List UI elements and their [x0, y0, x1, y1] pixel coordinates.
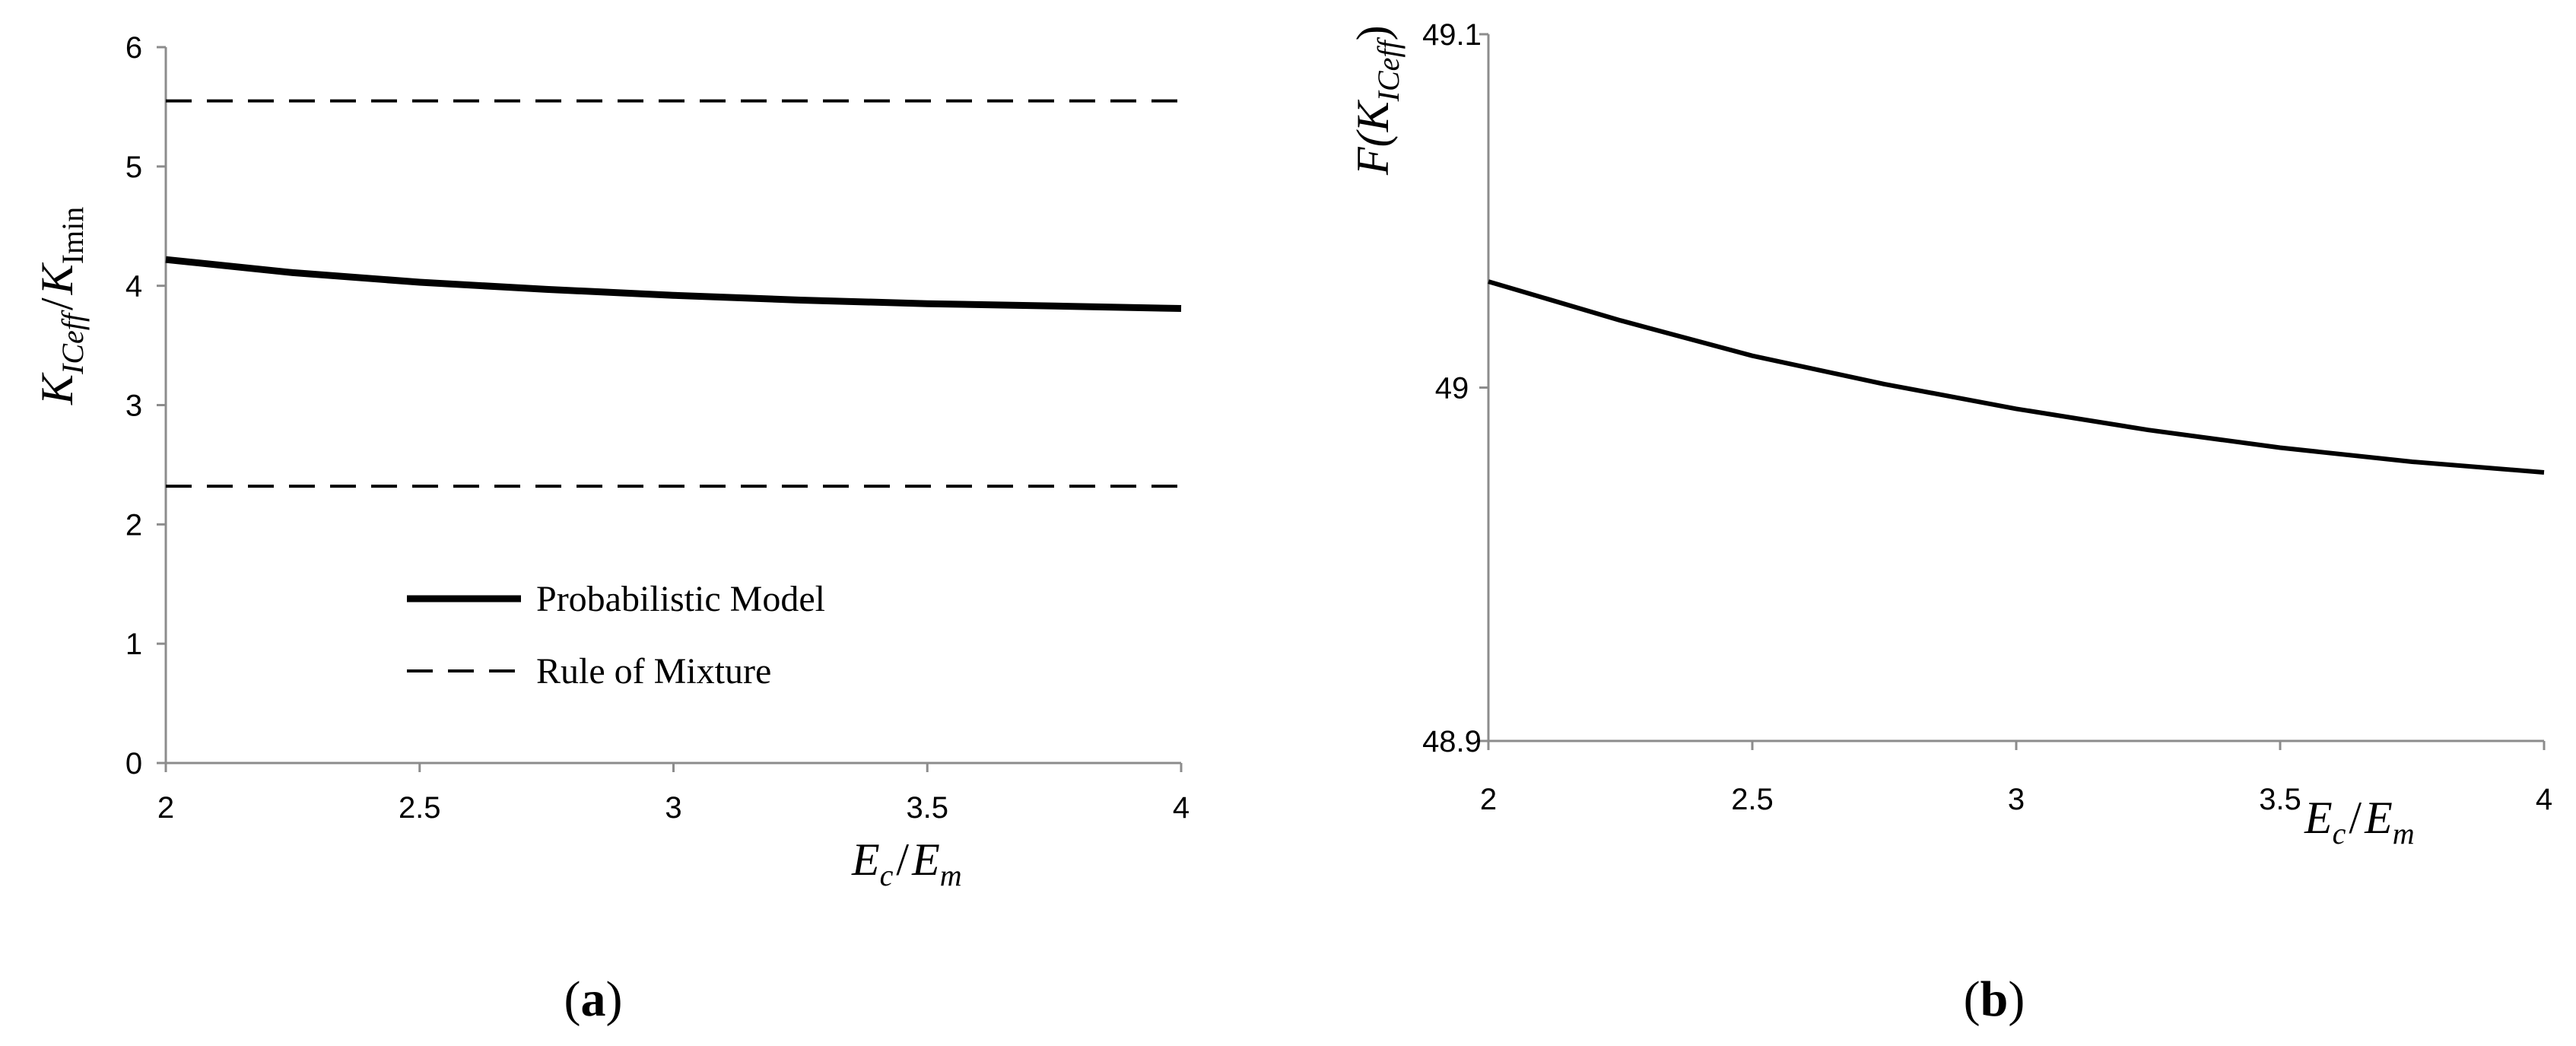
y-tick-label: 0 [125, 747, 142, 781]
y-label-sub: ICeff [56, 310, 90, 375]
y-tick-label: 5 [125, 151, 142, 184]
x-label-sub: c [2333, 816, 2346, 850]
x-axis-label: Ec/Em [2304, 793, 2415, 850]
x-tick-label: 3.5 [2259, 783, 2301, 816]
y-axis-label: KICeff/KImin [32, 207, 90, 405]
x-label-main2: E [911, 835, 940, 885]
y-label-sub: ICeff [1371, 37, 1406, 102]
x-label-main: E [851, 835, 880, 885]
series-line-solid [1488, 279, 2545, 475]
x-tick-label: 2 [1480, 783, 1497, 816]
x-tick-label: 3 [2008, 783, 2025, 816]
x-label-sub2: m [940, 858, 962, 892]
x-tick-label: 4 [1173, 791, 1190, 825]
panel-label-open: ( [1964, 971, 1980, 1027]
x-axis-label: Ec/Em [851, 835, 962, 892]
y-label-main: K [32, 372, 82, 405]
x-tick-label: 3 [665, 791, 681, 825]
legend-entry-label: Probabilistic Model [536, 579, 825, 619]
y-tick-label: 4 [125, 270, 142, 304]
y-tick-label: 6 [125, 31, 142, 65]
x-label-sep: / [2349, 793, 2362, 843]
y-tick-label: 48.9 [1422, 725, 1482, 758]
panel-label-close: ) [2008, 971, 2025, 1027]
y-label-sep: / [32, 297, 82, 310]
series-line-solid [165, 256, 1182, 312]
x-tick-label: 2.5 [399, 791, 441, 825]
panel-label: (a) [564, 971, 623, 1027]
x-label-sep: / [896, 835, 909, 885]
legend-entry-label: Rule of Mixture [536, 651, 771, 692]
y-tick-label: 49 [1435, 372, 1469, 405]
y-label-sub2: Imin [56, 207, 90, 265]
y-label-main: K [1348, 99, 1398, 132]
y-tick-label: 2 [125, 508, 142, 542]
x-label-main2: E [2364, 793, 2393, 843]
x-tick-label: 3.5 [906, 791, 948, 825]
legend: Probabilistic Model Rule of Mixture [407, 579, 825, 692]
x-label-sub: c [880, 858, 894, 892]
panel-label-open: ( [564, 971, 581, 1027]
panel-label-close: ) [606, 971, 623, 1027]
y-tick-label: 3 [125, 389, 142, 423]
panel-label-letter: b [1980, 971, 2009, 1027]
x-tick-label: 2 [157, 791, 174, 825]
x-tick-label: 2.5 [1731, 783, 1774, 816]
x-tick-label: 4 [2536, 783, 2552, 816]
panel-label: (b) [1964, 971, 2025, 1027]
x-label-main: E [2304, 793, 2333, 843]
x-label-sub2: m [2393, 816, 2415, 850]
y-label-prefix: F( [1348, 129, 1398, 176]
y-label-suffix: ) [1348, 25, 1398, 40]
y-label-main2: K [32, 262, 82, 295]
y-tick-label: 49.1 [1422, 18, 1482, 52]
y-axis-label: F(KICeff) [1348, 25, 1406, 176]
panel-label-letter: a [581, 971, 606, 1027]
y-tick-label: 1 [125, 628, 142, 661]
